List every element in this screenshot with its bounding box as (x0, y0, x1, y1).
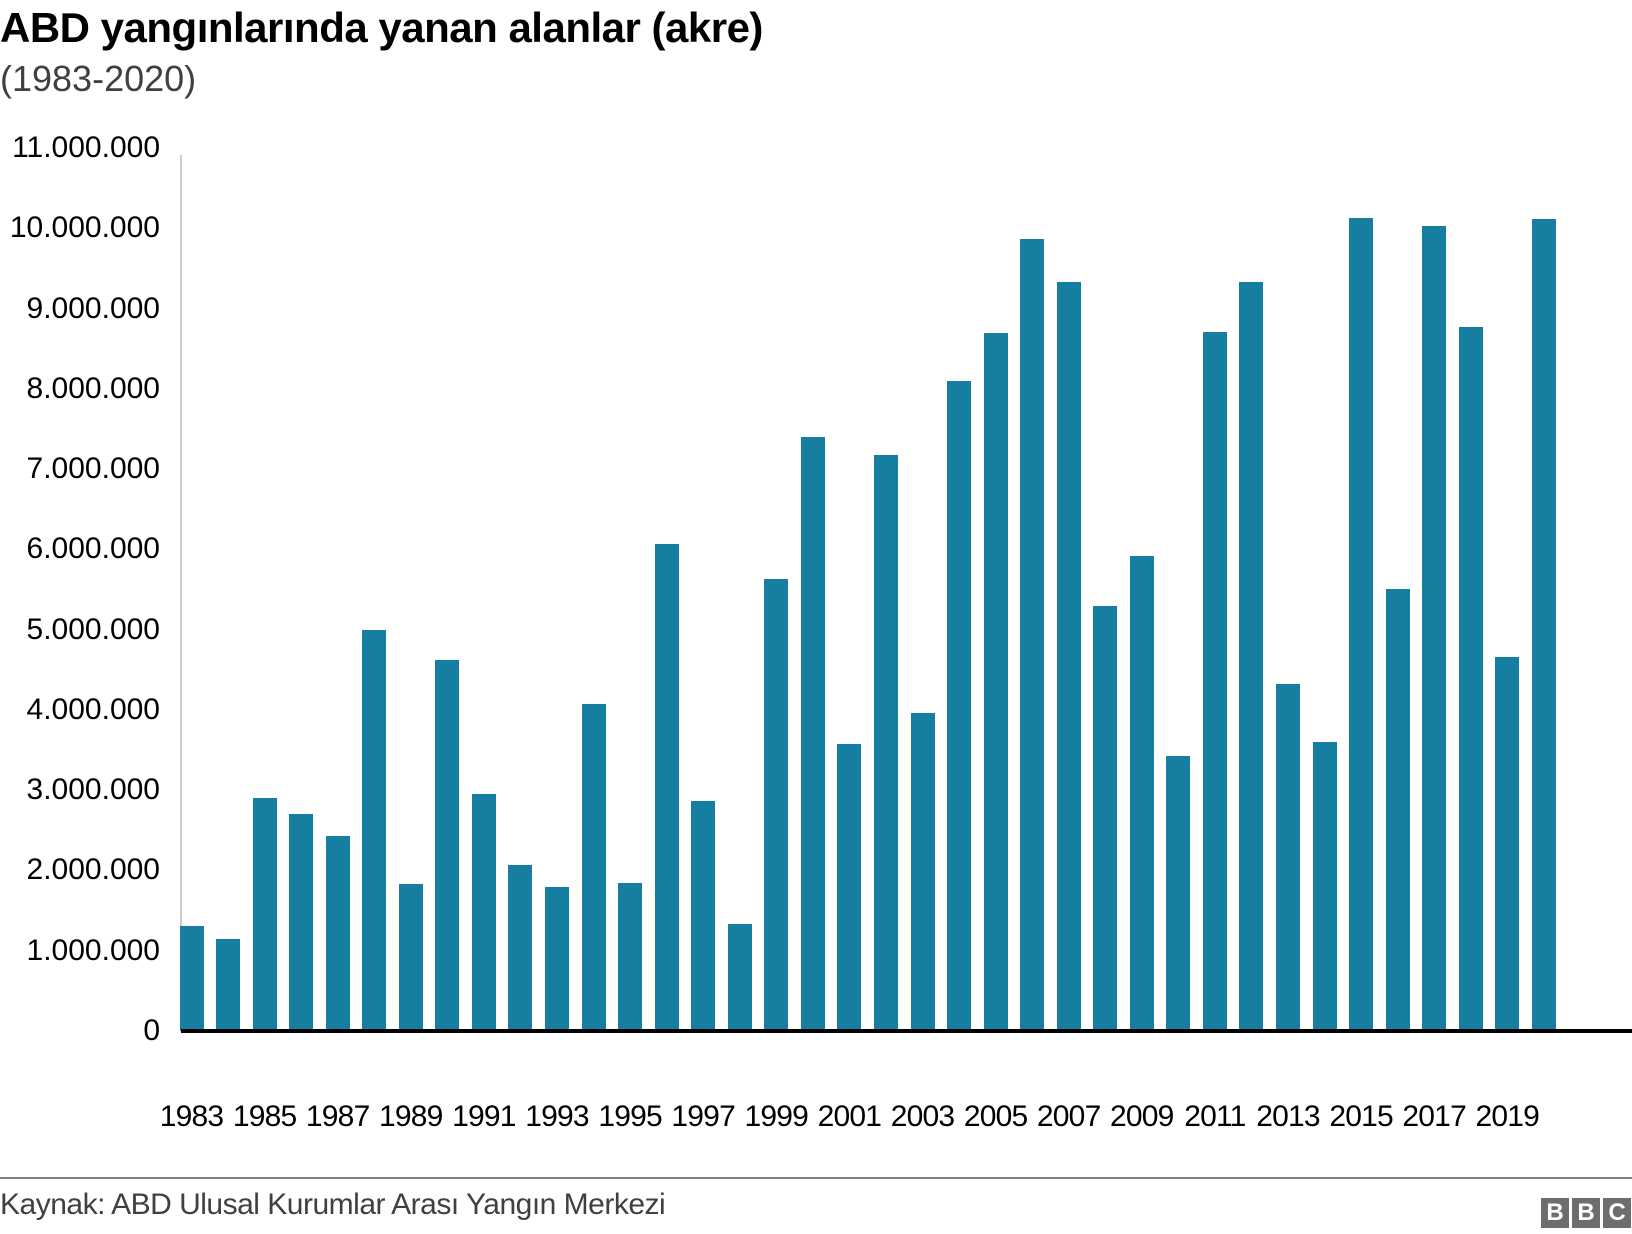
bar-2004 (947, 380, 972, 1031)
x-tick-label: 1995 (598, 1100, 662, 1133)
y-tick-label: 10.000.000 (9, 211, 160, 245)
bar-1984 (216, 938, 241, 1031)
x-axis-baseline (181, 1029, 1632, 1033)
bar-2003 (910, 713, 935, 1031)
bar-2001 (837, 744, 862, 1031)
bbc-logo-letter: B (1572, 1198, 1600, 1228)
x-tick-label: 2017 (1402, 1100, 1466, 1133)
bar-2016 (1385, 588, 1410, 1031)
bar-1993 (545, 886, 569, 1031)
y-tick-label: 3.000.000 (26, 773, 160, 807)
x-tick-label: 2015 (1329, 1100, 1393, 1133)
bar-2020 (1531, 218, 1556, 1031)
bar-1994 (581, 704, 606, 1031)
x-tick-label: 2009 (1110, 1100, 1174, 1133)
bar-1987 (325, 835, 350, 1031)
x-tick-label: 2003 (890, 1100, 955, 1133)
bar-1999 (764, 579, 789, 1031)
y-tick-label: 8.000.000 (26, 371, 160, 405)
x-tick-label: 1989 (379, 1100, 443, 1133)
bar-2013 (1276, 684, 1300, 1031)
y-tick-label: 7.000.000 (26, 452, 160, 486)
bar-2010 (1166, 756, 1191, 1031)
bar-2015 (1349, 217, 1374, 1031)
bar-1985 (252, 798, 277, 1031)
bar-1983 (179, 925, 204, 1031)
bar-1988 (362, 629, 387, 1031)
y-tick-label: 6.000.000 (26, 532, 160, 566)
bar-2018 (1458, 327, 1483, 1031)
y-tick-label: 0 (143, 1014, 160, 1047)
y-axis-line (180, 155, 182, 1031)
bar-2017 (1422, 225, 1447, 1031)
x-tick-label: 1983 (159, 1100, 224, 1133)
bar-2008 (1093, 606, 1118, 1031)
y-tick-label: 2.000.000 (26, 853, 160, 887)
x-tick-label: 2013 (1256, 1100, 1320, 1133)
bar-2012 (1239, 282, 1264, 1031)
x-tick-label: 2001 (817, 1100, 882, 1133)
x-tick-label: 1999 (744, 1100, 809, 1133)
bar-2019 (1495, 656, 1520, 1031)
bar-2005 (983, 333, 1008, 1031)
x-tick-label: 1987 (305, 1100, 370, 1133)
bar-1989 (398, 884, 423, 1031)
x-tick-label: 2011 (1184, 1100, 1246, 1133)
x-tick-label: 2007 (1036, 1100, 1101, 1133)
bar-1990 (435, 660, 460, 1031)
x-tick-label: 2019 (1475, 1100, 1540, 1133)
bar-1997 (691, 801, 716, 1031)
bar-1996 (654, 543, 679, 1031)
bar-2014 (1312, 742, 1337, 1031)
bar-1995 (618, 883, 643, 1031)
y-tick-label: 1.000.000 (26, 933, 160, 967)
x-tick-label: 1991 (452, 1100, 516, 1133)
bar-2007 (1056, 282, 1081, 1031)
bar-1998 (727, 924, 752, 1031)
x-tick-label: 1993 (525, 1100, 589, 1133)
x-tick-label: 2005 (963, 1100, 1028, 1133)
bar-2011 (1202, 331, 1227, 1031)
y-tick-label: 4.000.000 (26, 692, 160, 726)
x-tick-label: 1985 (232, 1100, 297, 1133)
bar-1986 (289, 814, 314, 1031)
y-tick-label: 11.000.000 (12, 131, 160, 164)
bar-2006 (1020, 238, 1045, 1031)
y-tick-label: 5.000.000 (26, 612, 160, 646)
bar-2002 (873, 454, 898, 1031)
chart-title: ABD yangınlarında yanan alanlar (akre) (0, 4, 763, 51)
bar-2009 (1129, 555, 1154, 1031)
footer-divider (0, 1177, 1632, 1179)
y-tick-label: 9.000.000 (26, 291, 160, 325)
chart-subtitle: (1983-2020) (0, 58, 197, 99)
bbc-logo-letter: B (1541, 1198, 1569, 1228)
bar-1991 (471, 794, 496, 1031)
bar-2000 (800, 436, 825, 1031)
source-note: Kaynak: ABD Ulusal Kurumlar Arası Yangın… (0, 1188, 666, 1221)
bbc-logo: B B C (1541, 1198, 1631, 1228)
bbc-logo-letter: C (1603, 1198, 1631, 1228)
x-tick-label: 1997 (671, 1100, 735, 1133)
bar-1992 (508, 864, 533, 1031)
